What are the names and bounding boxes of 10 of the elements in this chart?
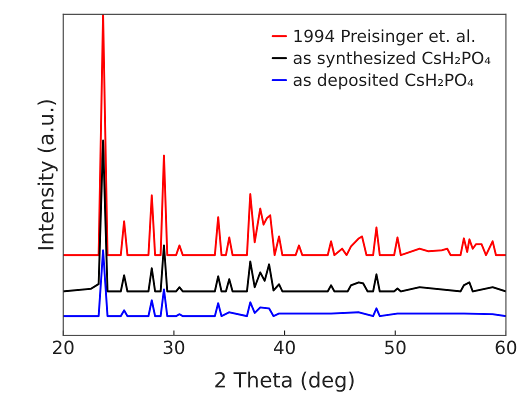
x-tick-label: 20 <box>53 340 74 354</box>
y-axis-title: Intensity (a.u.) <box>38 100 58 250</box>
x-tick-label: 60 <box>496 340 516 354</box>
x-axis-title: 2 Theta (deg) <box>215 372 354 392</box>
legend-label: as synthesized CsH₂PO₄ <box>294 51 490 68</box>
x-tick-label: 50 <box>385 340 406 354</box>
legend-label: as deposited CsH₂PO₄ <box>294 73 474 90</box>
legend-label: 1994 Preisinger et. al. <box>294 29 474 46</box>
x-tick-label: 40 <box>274 340 295 354</box>
x-tick-label: 30 <box>164 340 184 354</box>
